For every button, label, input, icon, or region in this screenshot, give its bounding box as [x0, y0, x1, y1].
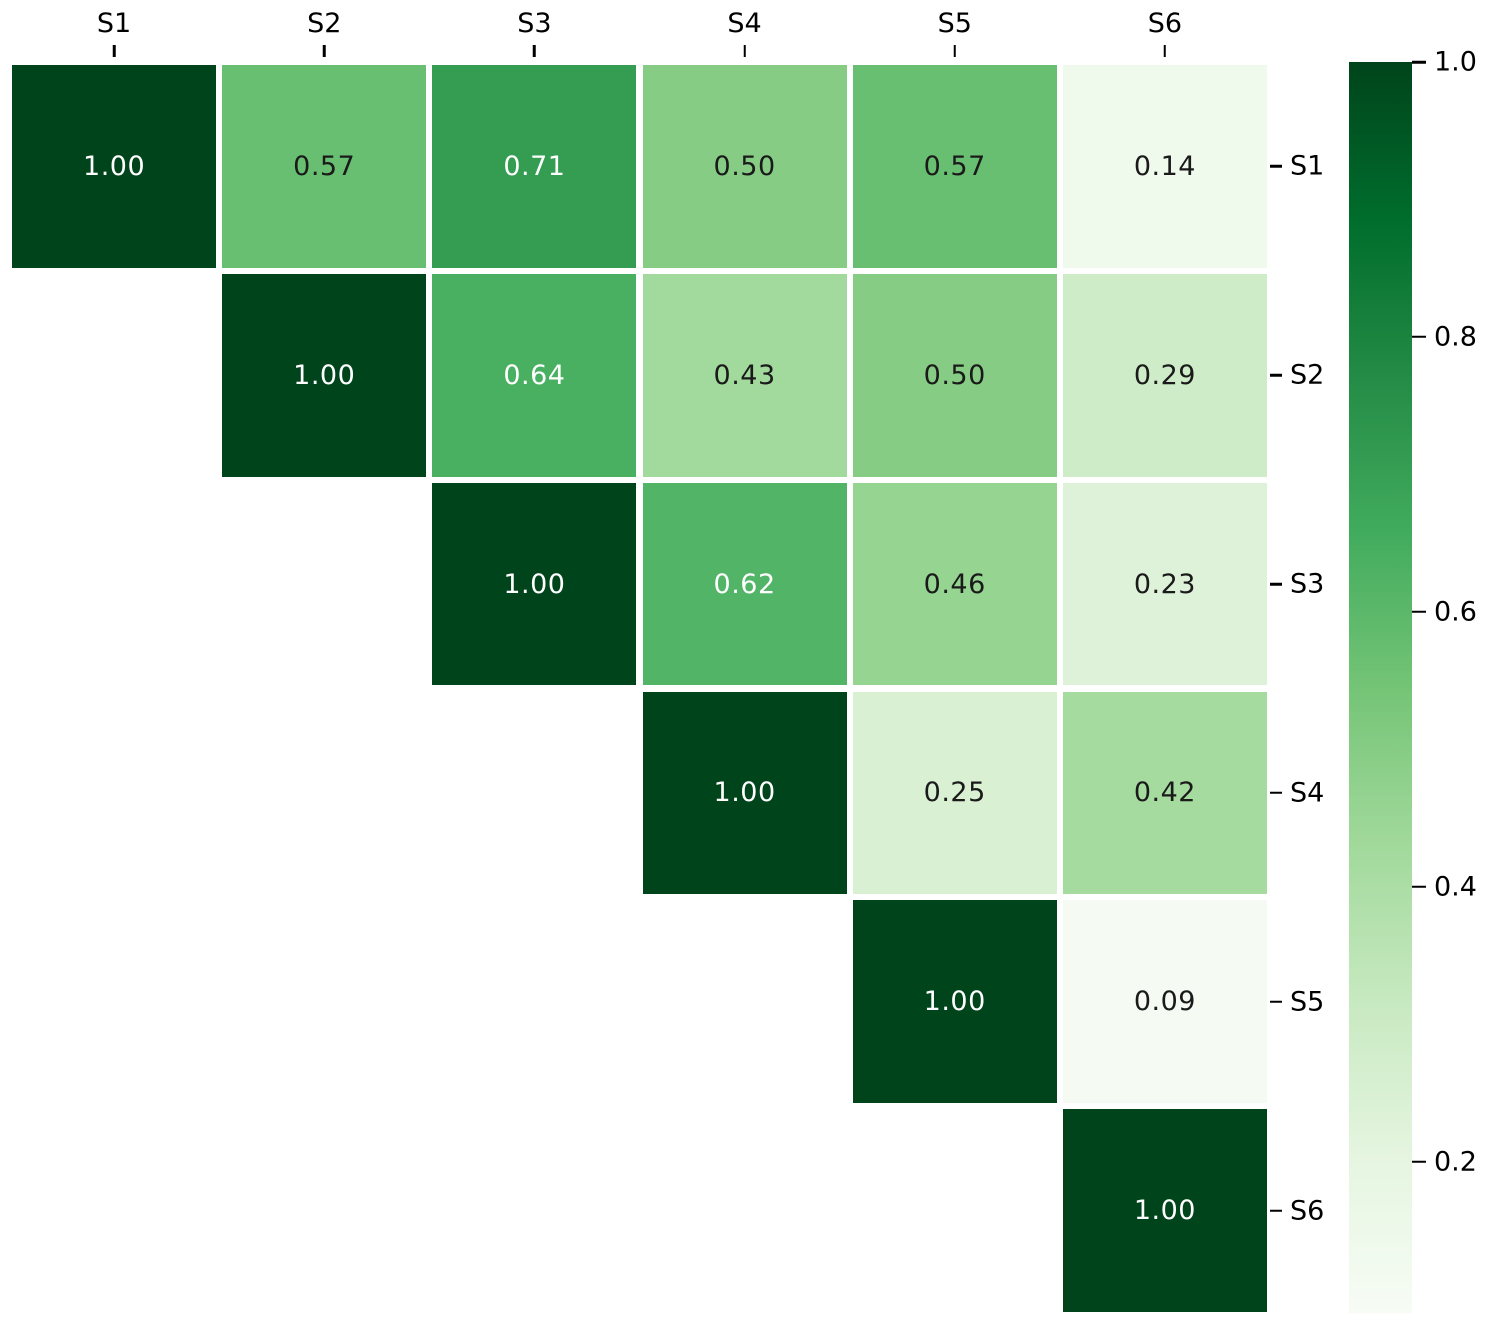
cell-value: 1.00: [1133, 1195, 1196, 1227]
cell-value: 0.23: [1133, 568, 1196, 600]
cell-value: 0.57: [923, 150, 986, 182]
colorbar-tick-mark: [1412, 1160, 1426, 1164]
heatmap-grid: 1.00 0.57 0.71 0.50 0.57 0.14 1.00 0.64 0.43 0.50…: [12, 65, 1267, 1312]
heatmap-cell-S5-S5: 1.00: [852, 900, 1057, 1104]
heatmap-cell-S4-S5: 0.25: [852, 691, 1057, 895]
column-tick-mark: [323, 45, 326, 57]
cell-value: 1.00: [713, 777, 776, 809]
column-label-S1: S1: [96, 8, 132, 39]
cell-value: 0.25: [923, 777, 986, 809]
row-label-S4: S4: [1290, 777, 1325, 809]
cell-value: 0.09: [1133, 986, 1196, 1018]
colorbar-tick-label: 0.8: [1434, 321, 1477, 353]
column-tick-mark: [533, 45, 536, 57]
row-label-S5: S5: [1290, 986, 1325, 1018]
colorbar-tick-label: 0.2: [1434, 1146, 1477, 1178]
column-label-S6: S6: [1147, 8, 1183, 39]
column-label-S2: S2: [307, 8, 342, 39]
heatmap-cell-S3-S4: 0.62: [642, 482, 847, 686]
heatmap-cell-S3-S3: 1.00: [432, 482, 637, 686]
column-tick-mark: [112, 45, 116, 57]
heatmap-cell-S3-S6: 0.23: [1062, 482, 1267, 686]
heatmap-cell-S1-S2: 0.57: [222, 65, 427, 268]
row-tick-mark: [1270, 374, 1282, 377]
heatmap-cell-S6-S6: 1.00: [1062, 1109, 1267, 1312]
row-tick-mark: [1270, 1209, 1282, 1212]
row-tick-mark: [1270, 165, 1282, 168]
cell-value: 0.42: [1133, 777, 1196, 809]
cell-value: 1.00: [503, 568, 566, 600]
cell-value: 0.29: [1133, 359, 1196, 391]
row-tick-mark: [1270, 1000, 1282, 1003]
row-label-S6: S6: [1290, 1195, 1325, 1227]
column-label-S3: S3: [517, 8, 552, 39]
heatmap-cell-S1-S6: 0.14: [1062, 65, 1267, 268]
heatmap-cell-S1-S4: 0.50: [642, 65, 847, 268]
cell-value: 0.71: [503, 150, 566, 182]
cell-value: 1.00: [83, 150, 146, 182]
heatmap-cell-S5-S6: 0.09: [1062, 900, 1267, 1104]
cell-value: 0.50: [923, 359, 986, 391]
row-tick-mark: [1270, 791, 1282, 795]
heatmap-cell-S2-S3: 0.64: [432, 273, 637, 477]
colorbar-tick-mark: [1412, 885, 1426, 889]
heatmap-cell-S2-S6: 0.29: [1062, 273, 1267, 477]
heatmap-cell-S4-S4: 1.00: [642, 691, 847, 895]
cell-value: 0.62: [713, 568, 776, 600]
heatmap-cell-S2-S5: 0.50: [852, 273, 1057, 477]
column-tick-mark: [743, 45, 746, 57]
heatmap-cell-S1-S3: 0.71: [432, 65, 637, 268]
heatmap-cell-S2-S2: 1.00: [222, 273, 427, 477]
colorbar-tick-label: 1.0: [1434, 46, 1477, 78]
colorbar-tick-label: 0.4: [1434, 871, 1477, 903]
row-label-S3: S3: [1290, 568, 1325, 600]
cell-value: 0.57: [293, 150, 356, 182]
column-label-S5: S5: [937, 8, 972, 39]
row-label-S1: S1: [1290, 150, 1325, 182]
heatmap-cell-S4-S6: 0.42: [1062, 691, 1267, 895]
cell-value: 1.00: [293, 359, 356, 391]
colorbar-tick-label: 0.6: [1434, 596, 1477, 628]
column-label-S4: S4: [727, 8, 762, 39]
cell-value: 0.14: [1133, 150, 1196, 182]
cell-value: 0.64: [503, 359, 566, 391]
column-tick-mark: [1163, 45, 1167, 57]
heatmap-cell-S1-S5: 0.57: [852, 65, 1057, 268]
cell-value: 0.50: [713, 150, 776, 182]
colorbar-tick-mark: [1412, 610, 1426, 614]
cell-value: 0.43: [713, 359, 776, 391]
colorbar-gradient: [1349, 62, 1412, 1313]
colorbar-tick-mark: [1412, 335, 1426, 339]
cell-value: 1.00: [923, 986, 986, 1018]
cell-value: 0.46: [923, 568, 986, 600]
row-label-S2: S2: [1290, 359, 1325, 391]
column-tick-mark: [953, 45, 956, 57]
heatmap-cell-S1-S1: 1.00: [12, 65, 217, 268]
heatmap-cell-S3-S5: 0.46: [852, 482, 1057, 686]
heatmap-cell-S2-S4: 0.43: [642, 273, 847, 477]
colorbar-tick-mark: [1412, 60, 1426, 64]
row-tick-mark: [1270, 582, 1282, 586]
